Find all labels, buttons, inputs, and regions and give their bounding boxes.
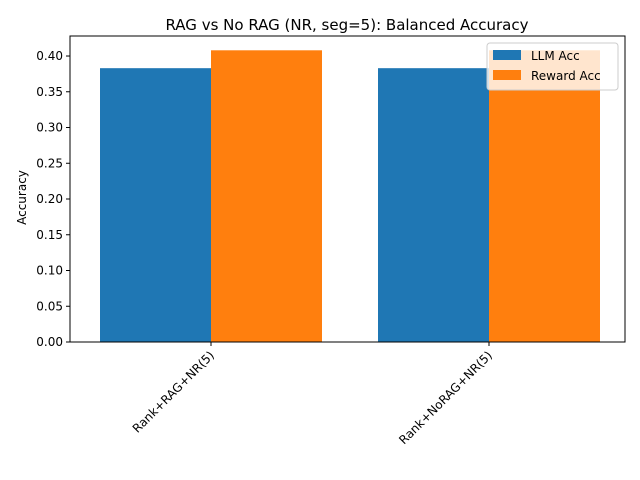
bar-llm-acc-0 bbox=[100, 68, 211, 342]
y-tick-label: 0.20 bbox=[36, 192, 63, 206]
legend: LLM Acc Reward Acc bbox=[486, 42, 619, 91]
y-tick-label: 0.05 bbox=[36, 299, 63, 313]
legend-label: Reward Acc bbox=[531, 69, 601, 83]
y-tick-label: 0.40 bbox=[36, 49, 63, 63]
y-tick-label: 0.25 bbox=[36, 156, 63, 170]
legend-label: LLM Acc bbox=[531, 49, 580, 63]
bars bbox=[100, 50, 600, 342]
legend-swatch bbox=[493, 50, 521, 60]
x-tick-label: Rank+NoRAG+NR(5) bbox=[396, 348, 495, 447]
bar-llm-acc-1 bbox=[378, 68, 489, 342]
bar-reward-acc-1 bbox=[489, 50, 600, 342]
y-tick-label: 0.00 bbox=[36, 335, 63, 349]
y-axis-ticks: 0.00 0.05 0.10 0.15 0.20 0.25 0.30 0.35 0.40 bbox=[36, 49, 70, 349]
y-tick-label: 0.35 bbox=[36, 85, 63, 99]
y-tick-label: 0.30 bbox=[36, 121, 63, 135]
x-axis-ticks: Rank+RAG+NR(5) Rank+NoRAG+NR(5) bbox=[130, 342, 495, 447]
plot-frame bbox=[69, 35, 626, 343]
x-tick-label: Rank+RAG+NR(5) bbox=[130, 348, 217, 435]
legend-swatch bbox=[493, 70, 521, 80]
chart-title: RAG vs No RAG (NR, seg=5): Balanced Accu… bbox=[165, 16, 528, 34]
bar-reward-acc-0 bbox=[211, 50, 322, 342]
y-tick-label: 0.10 bbox=[36, 264, 63, 278]
y-axis-label: Accuracy bbox=[15, 170, 29, 225]
y-tick-label: 0.15 bbox=[36, 228, 63, 242]
